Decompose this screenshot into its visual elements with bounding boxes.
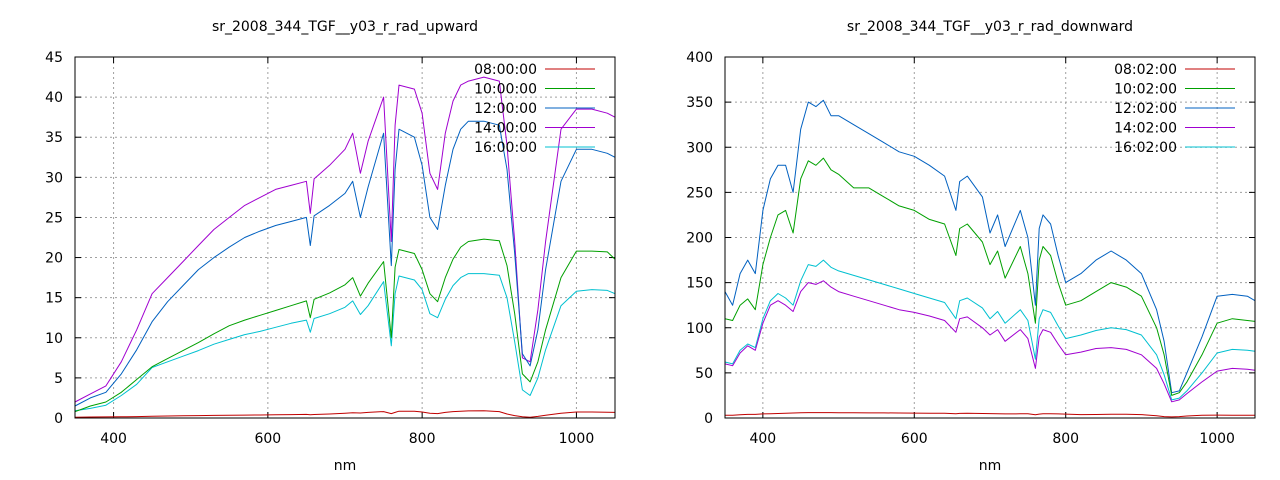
x-tick-label: 800 — [1052, 431, 1079, 447]
y-tick-label: 50 — [695, 366, 713, 382]
y-tick-label: 400 — [686, 50, 713, 66]
legend-label: 12:00:00 — [474, 101, 537, 117]
legend-label: 08:00:00 — [474, 62, 537, 78]
x-tick-label: 400 — [749, 431, 776, 447]
y-tick-label: 15 — [45, 291, 63, 307]
series-line — [725, 259, 1255, 401]
series-line — [75, 273, 615, 412]
legend-label: 10:02:00 — [1114, 82, 1177, 98]
y-tick-label: 35 — [45, 130, 63, 146]
y-tick-label: 0 — [54, 411, 63, 427]
x-tick-label: 400 — [100, 431, 127, 447]
series-line — [725, 280, 1255, 403]
series-line — [725, 157, 1255, 396]
series-line — [75, 120, 615, 407]
series-group — [725, 99, 1255, 418]
legend: 08:02:00 10:02:00 12:02:00 14:02:00 16:02:00 — [1114, 62, 1235, 156]
legend-label: 10:00:00 — [474, 82, 537, 98]
y-tick-label: 200 — [686, 231, 713, 247]
y-tick-label: 150 — [686, 276, 713, 292]
legend-label: 14:02:00 — [1114, 121, 1177, 137]
plot-frame — [74, 56, 616, 419]
y-tick-label: 100 — [686, 321, 713, 337]
y-tick-label: 20 — [45, 251, 63, 267]
chart-title: sr_2008_344_TGF__y03_r_rad_downward — [847, 19, 1133, 35]
legend: 08:00:00 10:00:00 12:00:00 14:00:00 16:00:00 — [474, 62, 595, 156]
x-tick-label: 800 — [409, 431, 436, 447]
x-tick-label: 600 — [254, 431, 281, 447]
y-tick-label: 40 — [45, 90, 63, 106]
series-line — [75, 76, 615, 403]
legend-label: 16:02:00 — [1114, 140, 1177, 156]
legend-label: 12:02:00 — [1114, 101, 1177, 117]
y-tick-label: 5 — [54, 371, 63, 387]
y-tick-label: 45 — [45, 50, 63, 66]
x-axis-label: nm — [334, 458, 357, 474]
x-tick-label: 1000 — [1199, 431, 1235, 447]
chart-title: sr_2008_344_TGF__y03_r_rad_upward — [212, 19, 478, 35]
legend-label: 16:00:00 — [474, 140, 537, 156]
y-tick-label: 250 — [686, 185, 713, 201]
x-tick-label: 600 — [901, 431, 928, 447]
series-line — [75, 410, 615, 418]
chart-panel-2: sr_2008_344_TGF__y03_r_rad_downward 0 50 10… — [686, 19, 1256, 474]
series-line — [75, 238, 615, 413]
x-axis-label: nm — [979, 458, 1002, 474]
chart-panel-1: sr_2008_344_TGF__y03_r_rad_upward 0 5 10 15 2… — [45, 19, 616, 474]
series-line — [725, 99, 1255, 394]
legend-label: 08:02:00 — [1114, 62, 1177, 78]
legend-label: 14:00:00 — [474, 121, 537, 137]
y-tick-label: 10 — [45, 331, 63, 347]
y-tick-label: 350 — [686, 95, 713, 111]
y-tick-label: 25 — [45, 210, 63, 226]
series-group — [75, 76, 615, 418]
y-tick-label: 0 — [704, 411, 713, 427]
series-line — [725, 412, 1255, 418]
x-tick-label: 1000 — [559, 431, 595, 447]
y-tick-label: 300 — [686, 140, 713, 156]
y-tick-label: 30 — [45, 170, 63, 186]
plot-frame — [724, 56, 1256, 419]
